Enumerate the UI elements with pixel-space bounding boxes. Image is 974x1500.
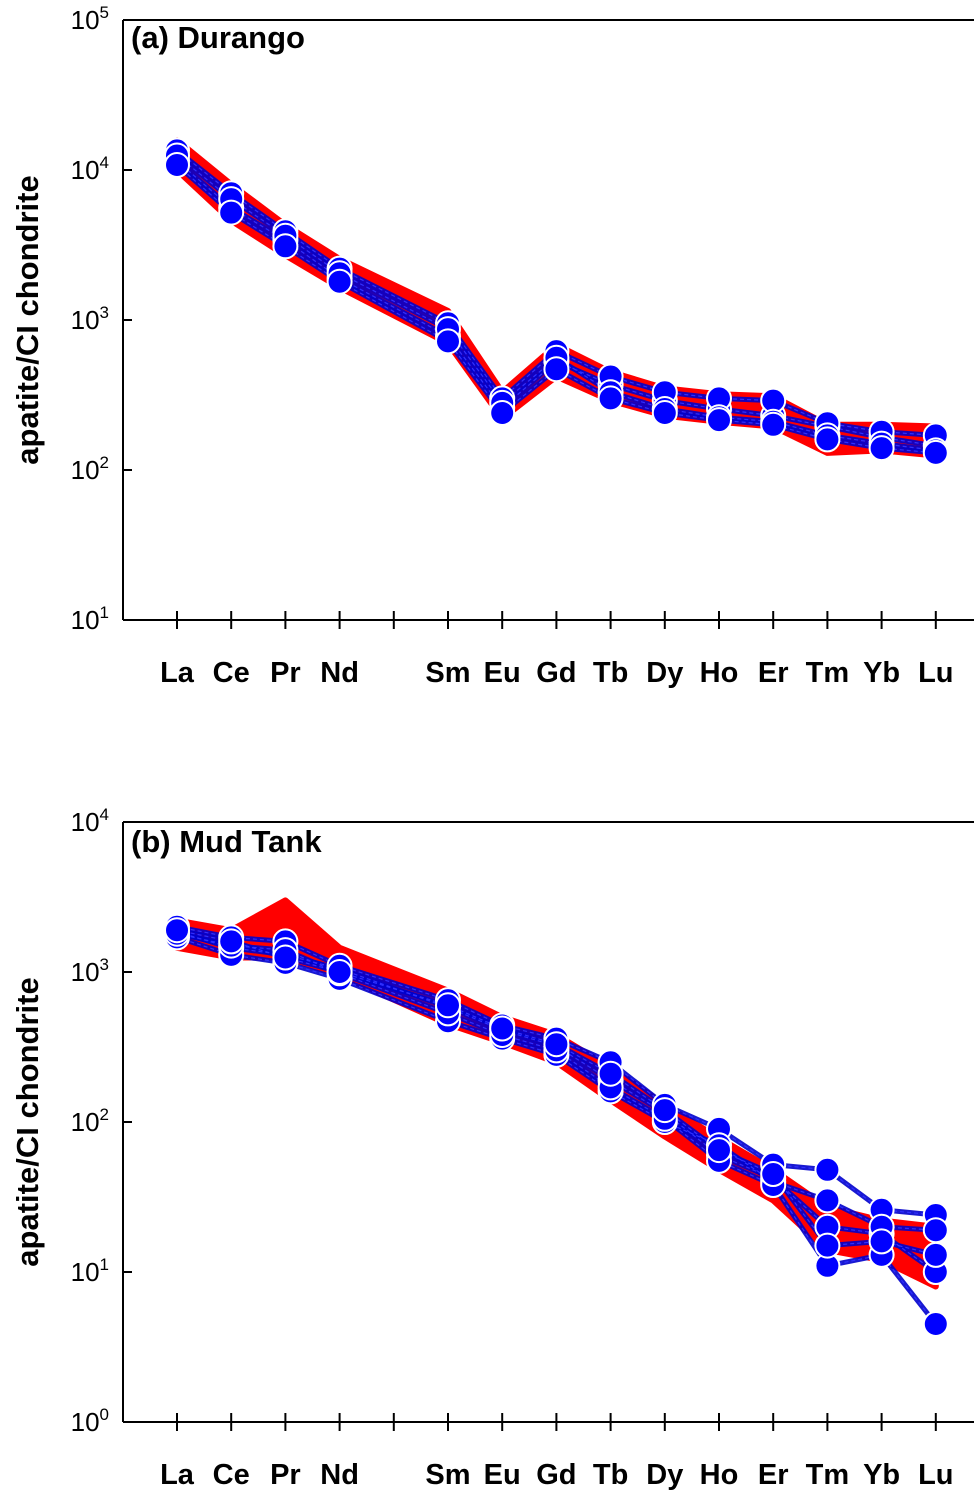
series-line-1 — [175, 159, 937, 449]
y-tick-label: 101 — [71, 1255, 109, 1287]
data-point — [543, 356, 570, 383]
data-point — [164, 917, 190, 944]
data-point — [814, 1187, 841, 1214]
x-tick-label: Ho — [700, 657, 739, 689]
series-line-2 — [175, 148, 936, 438]
x-tick-label: Eu — [484, 1459, 521, 1491]
x-tick-label: Ho — [700, 1459, 739, 1491]
envelope-band — [174, 137, 939, 459]
x-tick-label: Yb — [863, 657, 900, 689]
x-tick-label: Lu — [918, 657, 953, 689]
data-point — [543, 1031, 570, 1058]
data-point — [272, 944, 299, 971]
data-point — [706, 1137, 732, 1164]
x-tick-label: Tm — [806, 657, 850, 689]
data-point — [868, 435, 895, 462]
x-tick-label: Ce — [213, 1459, 250, 1491]
data-point — [922, 1217, 949, 1244]
x-tick-label: Yb — [863, 1459, 900, 1491]
x-tick-label: Pr — [270, 657, 301, 689]
data-point — [706, 407, 732, 434]
y-tick-label: 101 — [71, 603, 109, 635]
data-point — [760, 1161, 787, 1187]
x-tick-label: Dy — [646, 1459, 683, 1491]
data-point — [814, 1232, 841, 1259]
chart-panel-2: 100 101 102 103 104 La Ce Pr Nd Sm Eu Gd Tb Dy Ho Er Tm Y… — [10, 805, 974, 1491]
x-tick-label: Tb — [593, 657, 628, 689]
data-point — [326, 268, 353, 295]
y-axis-label: apatite/CI chondrite — [10, 175, 45, 464]
data-point — [218, 928, 245, 955]
data-point — [489, 1015, 516, 1042]
y-tick-label: 102 — [71, 453, 109, 485]
data-point — [272, 233, 299, 260]
data-point — [651, 1097, 678, 1124]
x-tick-label: Ce — [213, 657, 250, 689]
data-point — [218, 199, 245, 226]
x-tick-label: Er — [758, 1459, 789, 1491]
x-tick-label: La — [160, 1459, 195, 1491]
x-tick-label: Tb — [593, 1459, 628, 1491]
y-tick-label: 103 — [71, 303, 109, 335]
data-point — [814, 1156, 841, 1183]
data-point — [326, 959, 353, 985]
x-tick-label: Sm — [425, 1459, 470, 1491]
y-tick-label: 103 — [71, 955, 109, 987]
x-tick-label: La — [160, 657, 195, 689]
series-line-4 — [175, 163, 937, 456]
data-point — [922, 1241, 949, 1268]
y-tick-label: 104 — [71, 805, 109, 837]
series-line-3 — [176, 935, 936, 1233]
x-tick-label: Er — [758, 657, 789, 689]
y-tick-label: 105 — [71, 3, 109, 35]
chart-panel-1: 101 102 103 104 105 La Ce Pr Nd Sm Eu Gd Tb Dy Ho Er Tm Y… — [10, 3, 974, 689]
data-point — [597, 385, 624, 412]
series-line-3 — [175, 153, 937, 453]
x-tick-label: Sm — [425, 657, 470, 689]
x-tick-label: Lu — [918, 1459, 953, 1491]
series-detail-line-3 — [176, 155, 936, 451]
panel-title: (a) Durango — [131, 20, 305, 55]
data-point — [489, 400, 516, 426]
x-tick-label: Dy — [646, 657, 683, 689]
data-point — [868, 1228, 895, 1255]
data-point — [922, 439, 949, 466]
series-detail-line-3 — [176, 936, 936, 1231]
y-tick-label: 104 — [71, 153, 109, 185]
data-point — [651, 400, 678, 426]
panel-title: (b) Mud Tank — [131, 824, 322, 859]
x-tick-label: Gd — [536, 1459, 576, 1491]
x-tick-label: Gd — [536, 657, 576, 689]
data-point — [435, 328, 461, 355]
y-tick-label: 100 — [71, 1405, 109, 1437]
series-detail-line-4 — [176, 164, 936, 454]
x-tick-label: Tm — [806, 1459, 850, 1491]
data-point — [814, 426, 841, 453]
x-tick-label: Eu — [484, 657, 521, 689]
y-axis-label: apatite/CI chondrite — [10, 977, 45, 1266]
data-point — [597, 1060, 624, 1087]
y-tick-label: 102 — [71, 1105, 109, 1137]
data-point — [922, 1311, 949, 1337]
series-detail-line-1 — [176, 160, 936, 447]
data-point — [760, 411, 787, 438]
series-detail-line-2 — [176, 149, 936, 436]
x-tick-label: Nd — [320, 1459, 359, 1491]
x-tick-label: Nd — [320, 657, 359, 689]
data-point — [435, 992, 461, 1019]
x-tick-label: Pr — [270, 1459, 301, 1491]
data-point — [164, 152, 190, 178]
